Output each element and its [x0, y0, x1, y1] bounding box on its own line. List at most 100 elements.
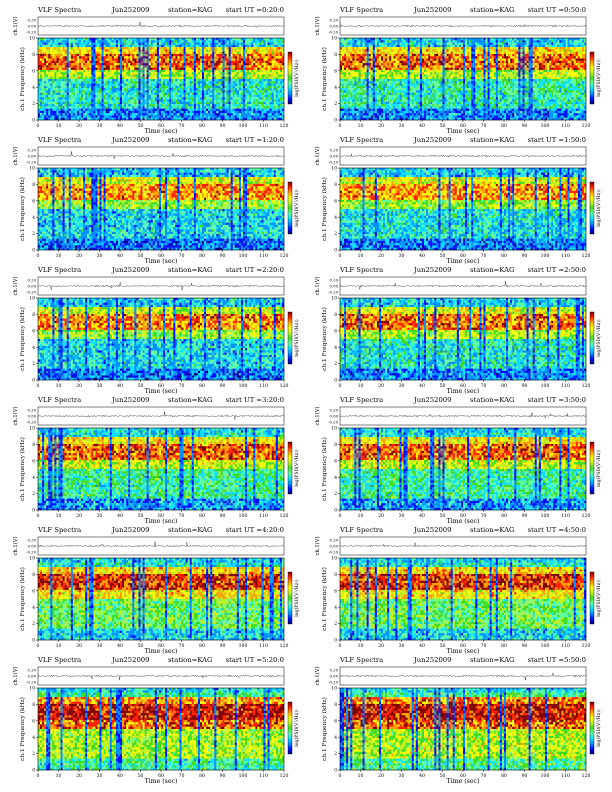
spectrogram-cell	[228, 110, 231, 114]
spectrogram-cell	[76, 49, 80, 52]
spectrogram-cell	[202, 108, 205, 112]
spectrogram-cell	[74, 60, 78, 64]
spectrogram-cell	[156, 99, 160, 102]
spectrogram-cell	[152, 115, 155, 118]
spectrogram-cell	[251, 113, 254, 116]
spectrogram-cell	[85, 88, 88, 91]
spectrogram-cell	[115, 51, 119, 55]
spectrogram-cell	[89, 110, 92, 114]
spectrogram-cell	[230, 81, 233, 84]
spectrogram-cell	[144, 113, 147, 116]
spectrogram-cell	[117, 58, 121, 61]
spectrogram-cell	[206, 94, 209, 98]
spectrogram-cell	[113, 69, 117, 73]
spectrogram-cell	[132, 90, 135, 93]
spectrogram-cell	[279, 90, 283, 93]
spectrogram-cell	[354, 42, 357, 45]
spectrogram-cell	[281, 42, 285, 45]
spectrogram-cell	[124, 106, 127, 109]
spectrogram-cell	[202, 63, 205, 66]
spectrogram-cell	[265, 97, 268, 100]
spectrogram-cell	[99, 40, 102, 43]
spectrogram-cell	[210, 101, 213, 105]
spectrogram-cell	[44, 58, 47, 61]
spectrogram-cell	[38, 42, 41, 45]
spectrogram-cell	[340, 113, 343, 116]
spectrogram-cell	[101, 44, 104, 48]
spectrogram-cell	[130, 94, 133, 98]
spectrogram-cell	[253, 99, 256, 102]
spectrogram-cell	[253, 65, 256, 68]
spectrogram-cell	[197, 38, 201, 41]
spectrogram-cell	[340, 76, 343, 80]
spectrogram-cell	[105, 60, 108, 64]
spectrogram-cell	[222, 76, 225, 80]
spectrogram-cell	[161, 38, 164, 41]
spectrogram-cell	[197, 53, 201, 57]
spectrogram-cell	[220, 79, 223, 82]
spectrogram-cell	[281, 38, 285, 41]
spectrogram-cell	[210, 67, 213, 71]
spectrogram-cell	[132, 104, 135, 107]
spectrogram-cell	[142, 65, 145, 68]
spectrogram-cell	[245, 67, 248, 71]
spectrogram-cell	[40, 56, 43, 59]
spectrogram-cell	[76, 104, 80, 107]
spectrogram-cell	[187, 53, 190, 57]
spectrogram-cell	[105, 108, 108, 112]
spectrogram-cell	[62, 40, 65, 43]
spectrogram-cell	[40, 101, 43, 105]
spectrogram-cell	[44, 65, 47, 68]
spectrogram-cell	[348, 38, 351, 41]
spectrogram-cell	[185, 65, 188, 68]
spectrogram-cell	[93, 40, 96, 43]
spectrogram-cell	[93, 92, 96, 96]
spectrogram-cell	[257, 113, 260, 116]
spectrogram-cell	[197, 44, 201, 48]
spectrogram-cell	[234, 90, 237, 93]
spectrogram-cell	[58, 58, 61, 61]
spectrogram-cell	[99, 38, 102, 41]
spectrogram-cell	[101, 79, 104, 82]
spectrogram-cell	[62, 69, 65, 73]
spectrogram-cell	[240, 69, 244, 73]
spectrogram-cell	[156, 108, 160, 112]
spectrogram-cell	[340, 85, 343, 89]
spectrogram-cell	[165, 97, 168, 100]
spectrogram-cell	[271, 60, 274, 64]
spectrogram-cell	[191, 99, 194, 102]
spectrogram-cell	[171, 110, 174, 114]
spectrogram-cell	[52, 65, 55, 68]
panel-date: Jun252009	[413, 6, 451, 14]
spectrogram-cell	[195, 99, 199, 102]
spectrogram-cell	[97, 67, 100, 71]
spectrogram-cell	[44, 104, 47, 107]
spectrogram-cell	[93, 53, 96, 57]
spectrogram-cell	[179, 74, 182, 77]
spectrogram-cell	[273, 51, 276, 55]
spectrogram-cell	[255, 106, 258, 109]
spectrogram-cell	[364, 97, 367, 100]
spectrogram-cell	[130, 58, 133, 61]
spectrogram-cell	[370, 90, 373, 93]
spectrogram-cell	[362, 94, 365, 98]
spectrogram-cell	[189, 101, 192, 105]
spectrogram-cell	[58, 106, 61, 109]
spectrogram-cell	[346, 90, 349, 93]
spectrogram-cell	[279, 72, 283, 75]
spectrogram-cell	[81, 44, 84, 48]
spectrogram-cell	[81, 92, 84, 96]
spectrogram-cell	[120, 110, 123, 114]
spectrogram-cell	[83, 99, 86, 102]
spectrogram-cell	[236, 117, 240, 121]
spectrogram-cell	[83, 51, 86, 55]
spectrogram-cell	[199, 104, 203, 107]
spectrogram-cell	[50, 49, 53, 52]
spectrogram-cell	[64, 88, 67, 91]
spectrogram-cell	[91, 67, 94, 71]
spectrogram-cell	[117, 106, 121, 109]
spectrogram-cell	[344, 76, 347, 80]
spectrogram-cell	[66, 47, 69, 50]
spectrogram-cell	[40, 44, 43, 48]
spectrogram-cell	[167, 115, 170, 118]
